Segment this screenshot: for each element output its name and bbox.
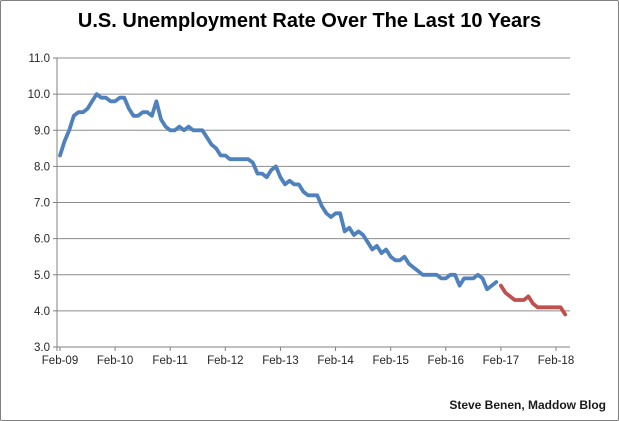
y-tick-label: 11.0 bbox=[28, 53, 50, 65]
x-tick-label: Feb-10 bbox=[97, 355, 133, 367]
x-tick-label: Feb-14 bbox=[317, 355, 354, 367]
x-tick-label: Feb-12 bbox=[207, 355, 243, 367]
x-tick-label: Feb-09 bbox=[42, 355, 78, 367]
x-tick-label: Feb-11 bbox=[152, 355, 188, 367]
x-tick-label: Feb-17 bbox=[483, 355, 519, 367]
y-tick-label: 7.0 bbox=[34, 198, 50, 210]
chart-title: U.S. Unemployment Rate Over The Last 10 … bbox=[77, 10, 542, 32]
y-tick-label: 4.0 bbox=[34, 306, 50, 318]
x-tick-label: Feb-13 bbox=[262, 355, 298, 367]
x-tick-label: Feb-16 bbox=[428, 355, 464, 367]
y-tick-label: 8.0 bbox=[34, 161, 50, 173]
y-tick-label: 5.0 bbox=[34, 270, 50, 282]
y-tick-label: 10.0 bbox=[28, 89, 50, 101]
y-tick-label: 9.0 bbox=[34, 125, 50, 137]
y-tick-label: 6.0 bbox=[34, 234, 50, 246]
x-tick-label: Feb-15 bbox=[372, 355, 408, 367]
unemployment-line-red bbox=[498, 283, 568, 317]
attribution-text: Steve Benen, Maddow Blog bbox=[449, 398, 606, 412]
y-tick-label: 3.0 bbox=[34, 342, 50, 354]
x-tick-label: Feb-18 bbox=[538, 355, 574, 367]
unemployment-line-blue bbox=[58, 92, 499, 292]
